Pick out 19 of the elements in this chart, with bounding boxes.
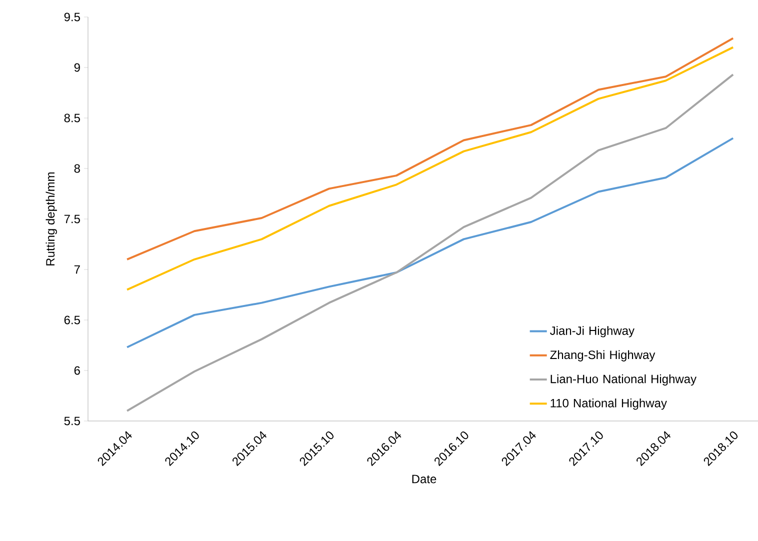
y-tick-label: 7.5 xyxy=(64,214,80,224)
y-tick-label: 5.5 xyxy=(64,416,80,426)
y-tick-label: 9.5 xyxy=(64,12,80,22)
x-axis-title: Date xyxy=(412,474,436,484)
y-tick-label: 7 xyxy=(74,265,80,274)
legend-label: 110 National Highway xyxy=(550,398,667,410)
y-axis-title: Rutting depth/mm xyxy=(46,172,57,266)
legend-label: Zhang-Shi Highway xyxy=(550,350,656,362)
y-tick-label: 6 xyxy=(74,366,80,375)
line-series xyxy=(126,46,734,291)
legend-label: Jian-Ji Highway xyxy=(550,326,634,338)
y-tick-label: 8 xyxy=(74,164,80,173)
y-tick-label: 9 xyxy=(74,63,80,72)
line-series xyxy=(126,74,734,412)
line-series xyxy=(126,137,734,348)
y-tick-label: 8.5 xyxy=(64,114,80,122)
line-series xyxy=(126,37,734,260)
legend-label: Lian-Huo National Highway xyxy=(550,374,697,386)
y-tick-label: 6.5 xyxy=(64,316,80,324)
